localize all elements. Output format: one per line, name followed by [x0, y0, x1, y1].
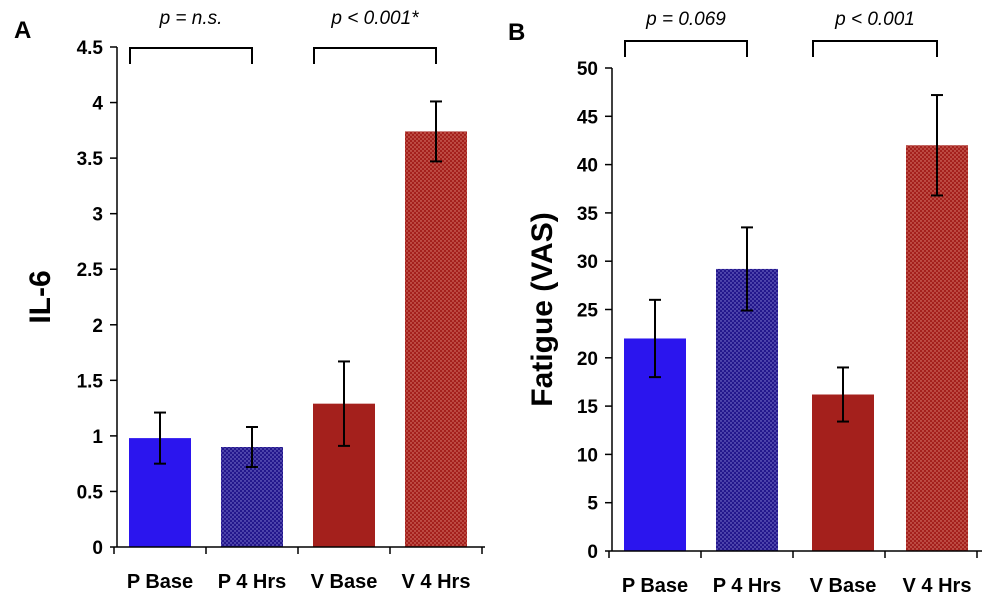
- y-tick-label: 40: [577, 156, 598, 177]
- significance-bracket: [129, 47, 253, 64]
- significance-bracket: [812, 40, 938, 57]
- y-tick-label: 5: [587, 494, 598, 515]
- y-tick-label: 20: [577, 349, 598, 370]
- y-tick-label: 30: [577, 252, 598, 273]
- bar: [716, 268, 778, 551]
- significance-bracket: [624, 40, 748, 57]
- y-tick-label: 10: [577, 445, 598, 466]
- y-tick-label: 0: [587, 542, 598, 563]
- panel-a-chart: A IL-6 0 0.5 1 1.5 2 2.5 3 3.5 4 4.5 P Base P 4 Hrs V …: [14, 8, 485, 593]
- y-tick-label: 15: [577, 397, 599, 418]
- y-tick-label: 45: [577, 107, 599, 128]
- p-value-label: p = n.s.: [159, 8, 223, 29]
- y-tick-label: 4.5: [77, 38, 104, 59]
- y-tick-label: 3: [92, 205, 103, 226]
- y-axis-label: IL-6: [24, 270, 57, 323]
- x-tick-label: P Base: [127, 571, 193, 593]
- panel-b-chart: B Fatigue (VAS) 0 5 10 15 20 25 30 35 40 45 50 P Base…: [508, 9, 982, 597]
- y-tick-label: 2: [92, 316, 103, 337]
- y-tick-label: 1.5: [77, 371, 104, 392]
- y-tick-label: 2.5: [77, 260, 104, 281]
- x-tick-label: P 4 Hrs: [713, 575, 782, 597]
- panel-letter: B: [508, 19, 525, 46]
- bar: [405, 131, 467, 547]
- p-value-label: p = 0.069: [645, 9, 726, 30]
- x-tick-label: P 4 Hrs: [218, 571, 287, 593]
- panel-letter: A: [14, 17, 31, 44]
- y-axis-label: Fatigue (VAS): [526, 212, 559, 406]
- x-tick-label: V 4 Hrs: [402, 571, 471, 593]
- y-tick-label: 1: [92, 427, 103, 448]
- p-value-label: p < 0.001: [834, 9, 915, 30]
- y-tick-label: 4: [92, 94, 103, 115]
- x-tick-label: V Base: [810, 575, 877, 597]
- y-tick-label: 50: [577, 59, 598, 80]
- bar: [906, 145, 968, 551]
- significance-bracket: [313, 47, 437, 64]
- y-tick-label: 25: [577, 301, 599, 322]
- y-tick-label: 0: [92, 538, 103, 559]
- y-tick-label: 0.5: [77, 482, 104, 503]
- y-tick-label: 3.5: [77, 149, 104, 170]
- y-tick-label: 35: [577, 204, 599, 225]
- x-tick-label: V Base: [311, 571, 378, 593]
- x-tick-label: P Base: [622, 575, 688, 597]
- p-value-label: p < 0.001*: [330, 8, 419, 29]
- x-tick-label: V 4 Hrs: [903, 575, 972, 597]
